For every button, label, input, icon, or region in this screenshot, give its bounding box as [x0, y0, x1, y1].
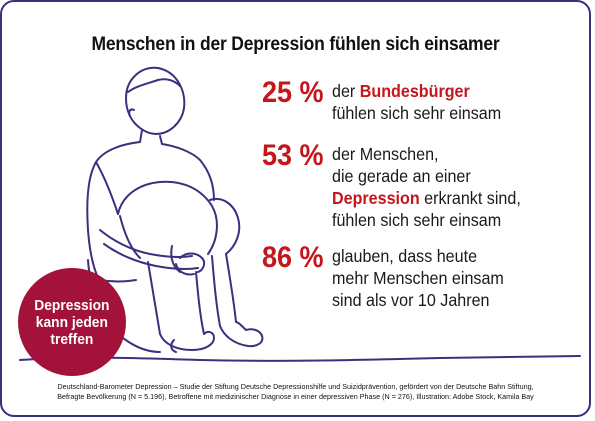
stat-text: der Menschen, die gerade an einer Depres…: [332, 143, 521, 231]
stat-line: glauben, dass heute: [332, 246, 478, 266]
footnote-line: Deutschland-Barometer Depression – Studi…: [57, 382, 534, 391]
stat-line: der Bundesbürger: [332, 81, 470, 101]
stat-line: sind als vor 10 Jahren: [332, 290, 490, 310]
stat-text: der Bundesbürger fühlen sich sehr einsam: [332, 80, 501, 124]
highlight-word: Depression: [332, 188, 420, 208]
depression-badge: Depression kann jeden treffen: [18, 268, 126, 376]
stat-line: die gerade an einer: [332, 166, 471, 186]
page-title: Menschen in der Depression fühlen sich e…: [91, 34, 500, 55]
stat-percent: 53 %: [262, 139, 324, 172]
stat-text: glauben, dass heute mehr Menschen einsam…: [332, 245, 504, 311]
badge-line: Depression: [34, 296, 110, 314]
stat-percent: 86 %: [262, 241, 324, 274]
stat-line: der Menschen,: [332, 144, 439, 164]
highlight-word: Bundesbürger: [359, 81, 470, 101]
source-footnote: Deutschland-Barometer Depression – Studi…: [0, 382, 591, 402]
stat-line: fühlen sich sehr einsam: [332, 210, 502, 230]
stat-line: fühlen sich sehr einsam: [332, 103, 502, 123]
stat-line: mehr Menschen einsam: [332, 268, 504, 288]
badge-line: treffen: [50, 330, 94, 348]
footnote-line: Befragte Bevölkerung (N = 5.196), Betrof…: [57, 392, 534, 401]
badge-line: kann jeden: [35, 313, 109, 331]
stat-line: Depression erkrankt sind,: [332, 188, 521, 208]
stat-percent: 25 %: [262, 76, 324, 109]
